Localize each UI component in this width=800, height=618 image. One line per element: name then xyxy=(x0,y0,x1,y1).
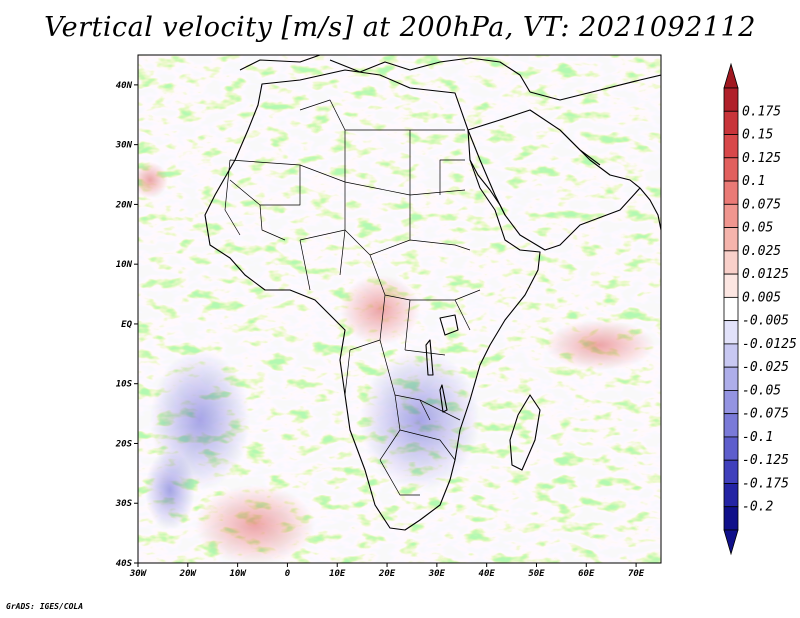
colorbar-level-label: -0.025 xyxy=(742,360,789,375)
lon-tick-label: 30E xyxy=(428,569,446,579)
lat-tick-label: 40S xyxy=(116,559,133,569)
lat-tick-label: 10S xyxy=(116,380,133,390)
europe-coastline xyxy=(239,55,531,93)
lon-tick-label: 20E xyxy=(378,569,396,579)
colorbar-swatch xyxy=(723,343,739,368)
colorbar-swatch xyxy=(723,506,739,531)
lake-victoria xyxy=(439,314,459,336)
lat-tick-label: 20N xyxy=(115,200,133,210)
longitude-axis: 30W 20W 10W 0 10E 20E 30E 40E 50E 60E 70E xyxy=(129,563,645,579)
lon-tick-label: 0 xyxy=(285,569,291,579)
colorbar-level-label: 0.15 xyxy=(742,128,773,143)
colorbar-level-label: -0.125 xyxy=(742,453,789,468)
colorbar-swatch xyxy=(723,157,739,182)
lat-tick-label: 10N xyxy=(116,260,133,270)
colorbar-level-label: 0.075 xyxy=(742,197,781,212)
colorbar-swatch xyxy=(723,227,739,252)
colorbar-swatch xyxy=(723,110,739,135)
colorbar-swatch xyxy=(723,203,739,228)
persian-gulf xyxy=(559,129,601,166)
colorbar-swatch xyxy=(723,320,739,345)
colorbar-level-label: -0.075 xyxy=(742,407,789,422)
colorbar-swatch xyxy=(723,366,739,391)
colorbar-swatch xyxy=(723,390,739,415)
colorbar-level-label: 0.0125 xyxy=(742,267,789,282)
red-sea xyxy=(469,159,506,216)
colorbar-swatch xyxy=(723,483,739,508)
borders xyxy=(224,99,481,496)
lon-tick-label: 60E xyxy=(578,569,595,579)
colorbar-level-label: 0.1 xyxy=(742,174,765,189)
lon-tick-label: 20W xyxy=(179,569,198,579)
colorbar: 0.175 0.15 0.125 0.1 0.075 0.05 0.025 0.0125 0.0… xyxy=(723,62,797,556)
map-frame xyxy=(137,54,662,564)
colorbar-swatch xyxy=(723,180,739,205)
colorbar-level-label: 0.05 xyxy=(742,221,773,236)
madagascar xyxy=(509,394,541,471)
colorbar-swatch xyxy=(723,296,739,322)
coastlines-and-borders xyxy=(204,55,661,531)
colorbar-swatch xyxy=(723,436,739,461)
grads-credit: GrADS: IGES/COLA xyxy=(6,602,84,611)
colorbar-bottom-arrow xyxy=(723,529,739,556)
lat-tick-label: 30S xyxy=(115,499,133,509)
lat-tick-label: EQ xyxy=(121,320,132,330)
colorbar-swatch xyxy=(723,134,739,159)
lon-tick-label: 30W xyxy=(129,569,148,579)
africa-coastline xyxy=(204,69,541,531)
lake-malawi xyxy=(439,384,448,413)
colorbar-swatch xyxy=(723,87,739,112)
lon-tick-label: 50E xyxy=(528,569,545,579)
lon-tick-label: 40E xyxy=(479,569,496,579)
colorbar-swatch xyxy=(723,250,739,275)
map-title: Vertical velocity [m/s] at 200hPa, VT: 2… xyxy=(44,12,756,43)
colorbar-level-label: 0.125 xyxy=(742,151,781,166)
lake-tanganyika xyxy=(425,339,434,376)
colorbar-level-label: -0.005 xyxy=(742,314,789,329)
colorbar-swatch xyxy=(723,273,739,298)
lon-tick-label: 10E xyxy=(329,569,346,579)
colorbar-level-label: -0.05 xyxy=(742,383,781,398)
lon-tick-label: 70E xyxy=(628,569,645,579)
asia-coastline xyxy=(529,74,661,231)
colorbar-level-label: 0.005 xyxy=(742,290,781,305)
colorbar-level-label: -0.2 xyxy=(742,500,773,515)
colorbar-level-label: -0.1 xyxy=(742,430,773,445)
lat-tick-label: 30N xyxy=(115,141,133,151)
latitude-axis: 40N 30N 20N 10N EQ 10S 20S 30S 40S xyxy=(115,81,138,569)
colorbar-level-label: 0.175 xyxy=(742,104,781,119)
colorbar-level-label: -0.0125 xyxy=(742,337,797,352)
velocity-field xyxy=(138,55,661,563)
colorbar-level-label: 0.025 xyxy=(742,244,781,259)
lat-tick-label: 20S xyxy=(115,439,133,449)
lat-tick-label: 40N xyxy=(116,81,133,91)
lon-tick-label: 10W xyxy=(229,569,247,579)
colorbar-top-arrow xyxy=(723,62,739,89)
colorbar-swatch xyxy=(723,459,739,484)
colorbar-level-label: -0.175 xyxy=(742,476,789,491)
colorbar-swatch xyxy=(723,413,739,438)
